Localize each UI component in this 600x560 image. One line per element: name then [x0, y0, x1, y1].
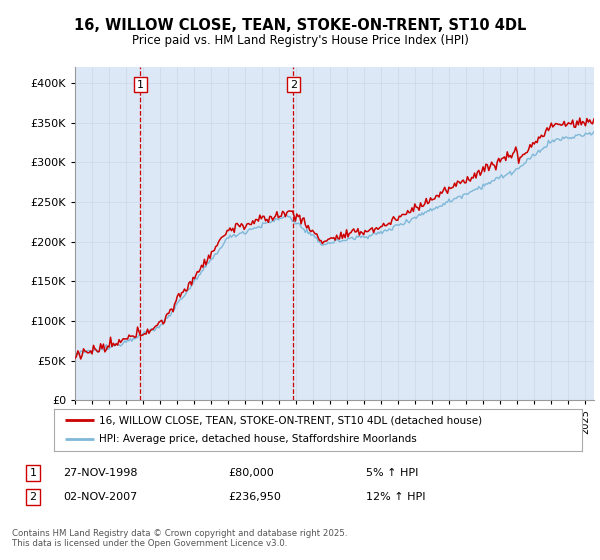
Text: Price paid vs. HM Land Registry's House Price Index (HPI): Price paid vs. HM Land Registry's House … — [131, 34, 469, 47]
Text: 1: 1 — [137, 80, 144, 90]
Text: 27-NOV-1998: 27-NOV-1998 — [63, 468, 137, 478]
Text: £236,950: £236,950 — [228, 492, 281, 502]
Text: £80,000: £80,000 — [228, 468, 274, 478]
Text: HPI: Average price, detached house, Staffordshire Moorlands: HPI: Average price, detached house, Staf… — [99, 435, 416, 445]
Text: 12% ↑ HPI: 12% ↑ HPI — [366, 492, 425, 502]
Text: 2: 2 — [29, 492, 37, 502]
Text: 2: 2 — [290, 80, 297, 90]
Text: 16, WILLOW CLOSE, TEAN, STOKE-ON-TRENT, ST10 4DL (detached house): 16, WILLOW CLOSE, TEAN, STOKE-ON-TRENT, … — [99, 415, 482, 425]
Text: 02-NOV-2007: 02-NOV-2007 — [63, 492, 137, 502]
Text: 5% ↑ HPI: 5% ↑ HPI — [366, 468, 418, 478]
Text: Contains HM Land Registry data © Crown copyright and database right 2025.
This d: Contains HM Land Registry data © Crown c… — [12, 529, 347, 548]
Text: 16, WILLOW CLOSE, TEAN, STOKE-ON-TRENT, ST10 4DL: 16, WILLOW CLOSE, TEAN, STOKE-ON-TRENT, … — [74, 18, 526, 32]
Text: 1: 1 — [29, 468, 37, 478]
